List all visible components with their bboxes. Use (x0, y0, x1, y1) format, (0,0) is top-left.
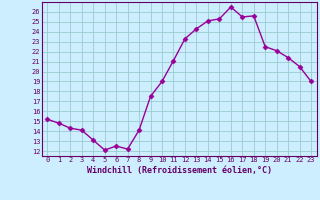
X-axis label: Windchill (Refroidissement éolien,°C): Windchill (Refroidissement éolien,°C) (87, 166, 272, 175)
